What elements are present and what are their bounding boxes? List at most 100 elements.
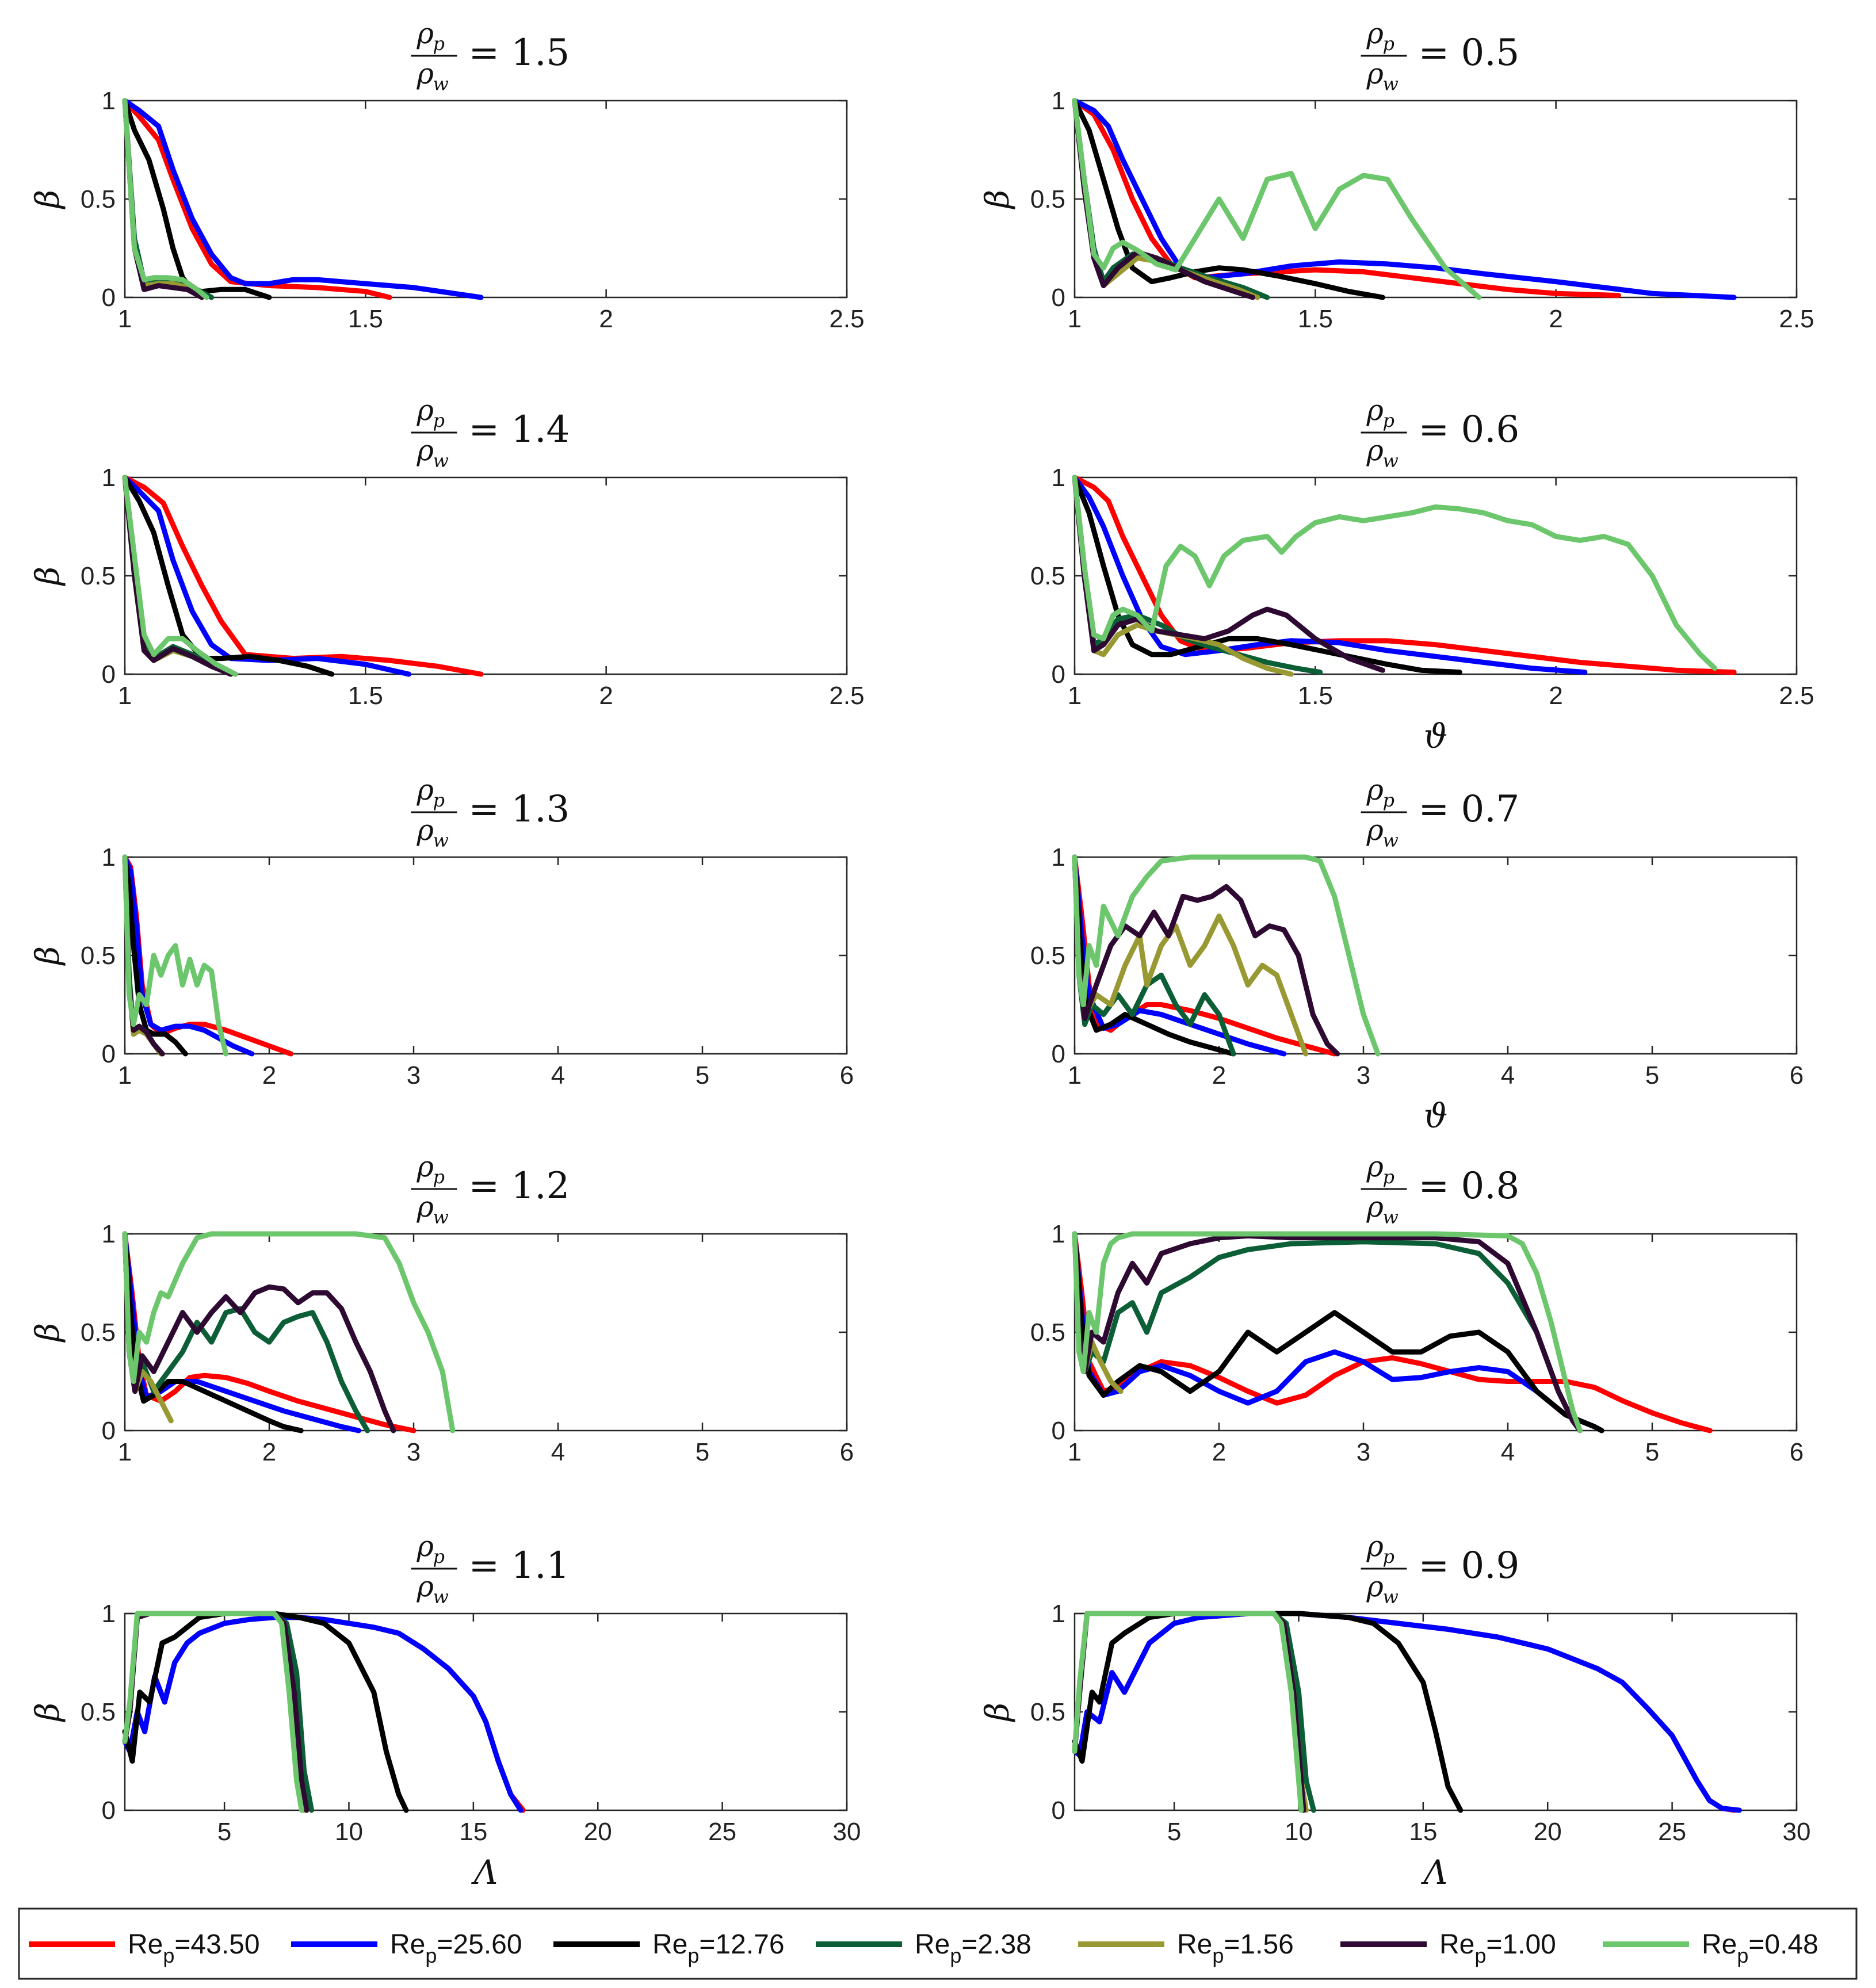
x-tick-label: 2.5 [1779,682,1814,710]
title-denominator-subscript: w [433,73,449,95]
title-numerator-subscript: p [433,1166,445,1188]
x-tick-label: 4 [1501,1438,1515,1466]
title-denominator-subscript: w [1383,73,1399,95]
y-tick-label: 0.5 [1030,942,1065,970]
title-rho-numerator: ρ [417,773,434,806]
legend-label: Rep=0.48 [1702,1929,1818,1967]
y-tick-label: 1 [102,87,116,115]
x-tick-label: 15 [1409,1818,1437,1846]
y-tick-label: 1 [102,843,116,871]
y-tick-label: 0.5 [81,1318,116,1347]
title-rho-denominator: ρ [1366,434,1384,467]
y-tick-label: 0 [1052,1796,1065,1825]
x-tick-label: 2 [1549,682,1562,710]
title-numerator-subscript: p [433,410,445,431]
legend: Rep=43.50 Rep=25.60 Rep=12.76 Rep=2.38 Rep=1… [18,1907,1858,1980]
series-line-re-p-43-50 [122,98,392,300]
legend-label-subscript: p [687,1944,699,1967]
title-rho-denominator: ρ [417,57,434,90]
legend-entry: Rep=0.48 [1603,1929,1818,1967]
y-tick-label: 1 [1052,1600,1065,1628]
legend-label: Rep=1.00 [1439,1929,1556,1967]
x-tick-label: 2.5 [1779,305,1814,333]
title-value: = 0.7 [1419,788,1520,831]
title-rho-numerator: ρ [1366,393,1384,427]
x-tick-label: 1 [118,1438,132,1466]
legend-label-base: Re [390,1929,425,1960]
legend-label-value: =43.50 [174,1929,259,1960]
x-tick-label: 30 [1783,1818,1811,1846]
x-tick-label: 1.5 [348,305,383,333]
title-value: = 1.5 [469,32,570,74]
x-tick-label: 10 [335,1818,363,1846]
x-axis-label: ϑ [1424,1096,1447,1136]
series-line-re-p-0-48 [1072,475,1718,671]
series-line-re-p-25-60 [1072,1231,1604,1433]
series-line-re-p-25-60 [122,98,484,300]
x-tick-label: 3 [1357,1061,1370,1089]
x-tick-label: 1 [1068,1438,1082,1466]
x-tick-label: 5 [696,1438,709,1466]
y-tick-label: 1 [102,464,116,492]
legend-label: Rep=43.50 [128,1929,260,1967]
title-numerator-subscript: p [1383,1546,1394,1568]
title-rho-numerator: ρ [1366,1530,1384,1563]
series-line-re-p-1-56 [1072,854,1309,1057]
series-line-re-p-0-48 [1072,1611,1304,1813]
y-tick-label: 1 [102,1600,116,1628]
x-tick-label: 2 [262,1438,276,1466]
y-axis-label: β [979,190,1017,209]
series-line-re-p-0-48 [122,1231,456,1433]
series-group [122,1611,526,1813]
x-tick-label: 2 [1549,305,1562,333]
x-tick-label: 1 [1068,682,1082,710]
y-tick-label: 0.5 [1030,562,1065,590]
x-tick-label: 3 [1357,1438,1370,1466]
y-tick-label: 0 [1052,660,1065,689]
y-tick-label: 1 [1052,87,1065,115]
y-axis-label: β [29,190,67,209]
series-line-re-p-2-38 [1072,854,1236,1057]
legend-label: Rep=25.60 [390,1929,522,1967]
legend-label-value: =25.60 [437,1929,522,1960]
series-line-re-p-12-76 [1072,98,1385,300]
x-tick-label: 5 [696,1061,709,1089]
title-denominator-subscript: w [433,1206,449,1228]
x-tick-label: 25 [1658,1818,1686,1846]
title-rho-denominator: ρ [417,1190,434,1224]
x-tick-label: 1.5 [1298,682,1333,710]
y-tick-label: 0.5 [81,942,116,970]
y-tick-label: 1 [102,1220,116,1248]
title-rho-numerator: ρ [417,17,434,50]
x-tick-label: 4 [551,1438,565,1466]
x-tick-label: 5 [1645,1061,1659,1089]
legend-label-subscript: p [1474,1944,1486,1967]
legend-entry: Rep=1.00 [1340,1929,1556,1967]
y-tick-label: 0 [102,660,116,689]
legend-label-value: =0.48 [1748,1929,1818,1960]
title-rho-denominator: ρ [417,434,434,467]
legend-entry: Rep=43.50 [29,1929,260,1967]
series-line-re-p-43-50 [122,475,484,677]
title-denominator-subscript: w [433,450,449,472]
y-tick-label: 0 [1052,284,1065,312]
title-numerator-subscript: p [1383,1166,1394,1188]
title-value: = 1.3 [469,788,570,831]
x-tick-label: 5 [217,1818,231,1846]
x-tick-label: 6 [1790,1438,1804,1466]
series-line-re-p-0-48 [122,854,229,1057]
title-numerator-subscript: p [1383,410,1394,431]
legend-label: Rep=2.38 [915,1929,1031,1967]
series-group [1072,98,1737,300]
legend-label-subscript: p [425,1944,437,1967]
title-value: = 1.2 [469,1165,570,1207]
x-tick-label: 1 [1068,305,1082,333]
